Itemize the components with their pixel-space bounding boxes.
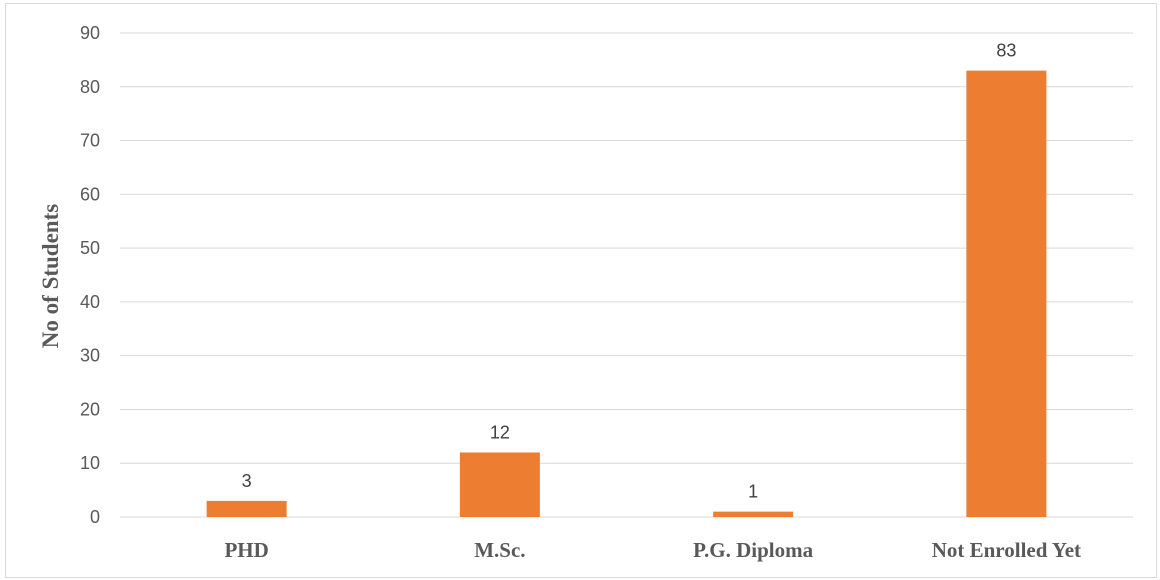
y-tick-label: 70: [80, 131, 100, 151]
bar: [206, 500, 287, 517]
y-tick-label: 30: [80, 346, 100, 366]
bars: [206, 70, 1047, 518]
y-tick-label: 60: [80, 184, 100, 204]
y-tick-label: 20: [80, 399, 100, 419]
y-tick-label: 90: [80, 23, 100, 43]
y-tick-label: 10: [80, 453, 100, 473]
chart-frame: [5, 3, 1157, 578]
y-tick-label: 0: [90, 507, 100, 527]
bar: [459, 452, 540, 517]
y-axis-title: No of Students: [38, 204, 63, 348]
gridlines: [120, 32, 1133, 518]
x-category-label: Not Enrolled Yet: [932, 538, 1081, 562]
data-label: 83: [996, 41, 1016, 61]
data-label: 12: [490, 422, 510, 442]
data-label: 1: [748, 482, 758, 502]
y-tick-label: 40: [80, 292, 100, 312]
y-tick-label: 80: [80, 77, 100, 97]
y-axis-ticks: 0 10 20 30 40 50 60 70 80 90: [80, 23, 100, 527]
data-label: 3: [242, 471, 252, 491]
data-labels: 3 12 1 83: [242, 41, 1017, 502]
x-category-label: P.G. Diploma: [693, 538, 813, 562]
bar: [713, 511, 794, 517]
x-category-label: M.Sc.: [474, 538, 525, 562]
x-category-label: PHD: [224, 538, 268, 562]
bar: [966, 70, 1047, 518]
x-axis-categories: PHD M.Sc. P.G. Diploma Not Enrolled Yet: [224, 538, 1081, 562]
y-tick-label: 50: [80, 238, 100, 258]
